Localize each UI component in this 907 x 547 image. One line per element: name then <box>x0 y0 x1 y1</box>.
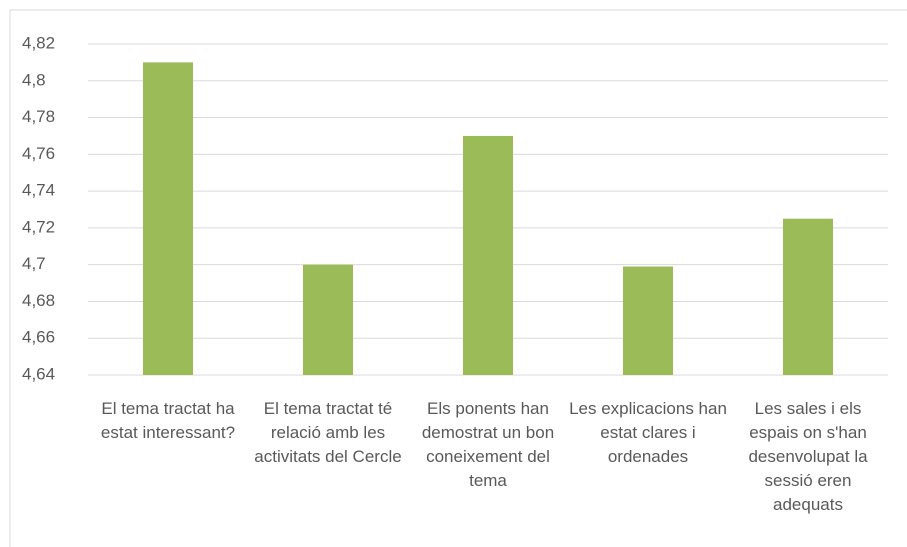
y-tick-label: 4,7 <box>22 254 46 273</box>
y-tick-label: 4,76 <box>22 144 55 163</box>
y-tick-label: 4,8 <box>22 70 46 89</box>
chart-border <box>9 9 907 547</box>
y-tick-label: 4,66 <box>22 328 55 347</box>
x-tick-label: El tema tractat ha estat interessant? <box>100 399 236 442</box>
x-tick-label: Les sales i els espais on s'han desenvol… <box>748 399 868 514</box>
bar <box>463 135 513 375</box>
x-tick-label: Les explicacions han estat clares i orde… <box>569 399 727 466</box>
y-tick-label: 4,78 <box>22 107 55 126</box>
y-tick-label: 4,64 <box>22 364 55 383</box>
x-tick-label: Els ponents han demostrat un bon coneixe… <box>421 399 555 490</box>
bar <box>783 218 833 375</box>
y-tick-label: 4,82 <box>22 33 55 52</box>
x-tick-label: El tema tractat té relació amb les activ… <box>254 399 402 466</box>
bar <box>623 266 673 375</box>
bar <box>303 264 353 375</box>
y-tick-label: 4,68 <box>22 291 55 310</box>
y-tick-label: 4,72 <box>22 217 55 236</box>
y-tick-label: 4,74 <box>22 181 55 200</box>
bar <box>143 62 193 376</box>
